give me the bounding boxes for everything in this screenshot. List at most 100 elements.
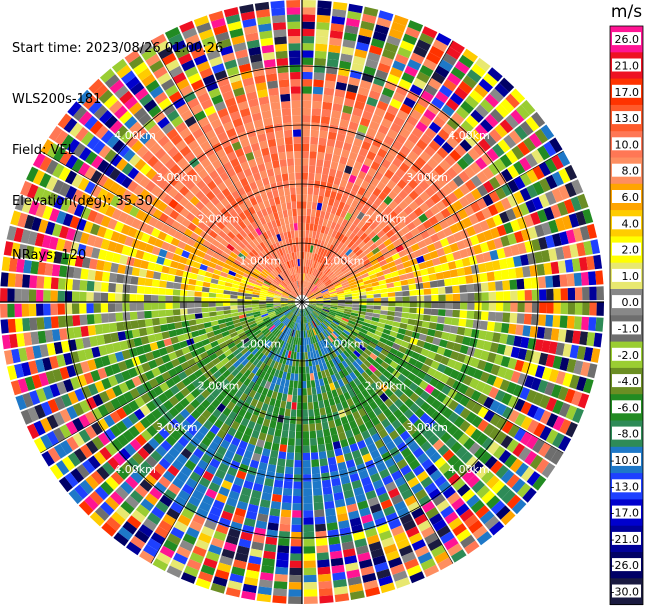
range-gate (286, 14, 301, 22)
range-gate (260, 455, 270, 464)
range-gate (540, 124, 555, 140)
range-gate (345, 273, 354, 279)
range-gate (231, 312, 239, 317)
range-gate (273, 297, 281, 300)
range-gate (513, 255, 522, 267)
range-gate (326, 138, 336, 148)
range-gate (57, 290, 65, 302)
range-gate (401, 488, 414, 500)
range-gate (229, 209, 239, 219)
range-gate (512, 443, 526, 457)
range-gate (423, 109, 437, 121)
range-gate (435, 272, 444, 280)
range-gate (480, 350, 490, 361)
range-gate (135, 465, 148, 479)
range-gate (246, 331, 254, 338)
range-gate (215, 493, 228, 504)
range-gate (215, 302, 223, 307)
range-gate (313, 372, 319, 380)
range-gate (355, 493, 367, 504)
range-gate (181, 320, 190, 328)
range-gate (366, 308, 374, 313)
range-gate (442, 407, 454, 419)
range-gate (251, 294, 260, 298)
range-gate (304, 308, 308, 316)
range-gate (293, 337, 297, 345)
range-gate (456, 326, 466, 336)
range-gate (419, 202, 430, 213)
range-gate (335, 313, 343, 318)
range-gate (173, 282, 182, 290)
range-gate (284, 310, 291, 316)
range-gate (574, 287, 583, 301)
range-gate (550, 204, 562, 219)
range-gate (378, 374, 388, 383)
range-gate (501, 489, 516, 505)
range-gate (380, 348, 390, 357)
range-gate (302, 151, 309, 159)
range-gate (186, 168, 198, 180)
range-gate (267, 323, 275, 330)
range-gate (139, 479, 153, 492)
range-gate (229, 239, 238, 248)
range-gate (155, 500, 169, 514)
range-gate (190, 206, 200, 216)
range-gate (270, 449, 279, 459)
range-gate (397, 220, 407, 230)
range-gate (493, 376, 504, 389)
range-gate (399, 513, 413, 525)
range-gate (278, 284, 286, 290)
range-gate (443, 245, 453, 255)
range-gate (115, 303, 123, 312)
range-gate (293, 322, 297, 330)
range-gate (476, 197, 488, 210)
range-gate (294, 315, 298, 323)
range-gate (223, 503, 236, 514)
range-gate (382, 475, 394, 486)
range-gate (306, 251, 310, 260)
range-gate (409, 403, 420, 414)
range-gate (327, 285, 335, 291)
range-gate (367, 496, 380, 507)
range-gate (317, 151, 325, 160)
range-gate (516, 483, 532, 498)
range-gate (268, 287, 276, 292)
range-gate (507, 424, 520, 438)
range-gate (302, 28, 315, 37)
range-gate (202, 174, 213, 185)
range-gate (551, 187, 564, 203)
range-gate (333, 579, 347, 588)
range-gate (402, 335, 412, 343)
range-gate (495, 417, 508, 430)
range-gate (468, 255, 478, 266)
range-gate (288, 297, 296, 301)
range-gate (398, 545, 414, 557)
range-gate (180, 387, 191, 397)
range-gate (371, 114, 383, 125)
range-gate (383, 205, 393, 215)
range-gate (571, 179, 584, 195)
range-gate (208, 544, 222, 555)
range-gate (145, 168, 157, 180)
range-gate (103, 414, 116, 428)
range-gate (293, 488, 302, 497)
range-gate (144, 286, 152, 295)
range-gate (259, 370, 267, 379)
range-gate (261, 284, 270, 290)
range-gate (191, 330, 200, 338)
range-gate (90, 184, 102, 198)
range-gate (342, 172, 351, 181)
range-gate (177, 334, 186, 342)
range-gate (60, 252, 70, 265)
range-gate (311, 276, 317, 284)
range-gate (306, 307, 312, 314)
range-gate (188, 343, 197, 352)
range-gate (552, 355, 563, 370)
range-gate (385, 424, 395, 435)
range-gate (180, 234, 190, 244)
range-gate (166, 565, 183, 578)
range-gate (318, 272, 325, 280)
range-gate (342, 284, 350, 289)
range-gate (152, 271, 162, 280)
range-gate (292, 208, 297, 217)
